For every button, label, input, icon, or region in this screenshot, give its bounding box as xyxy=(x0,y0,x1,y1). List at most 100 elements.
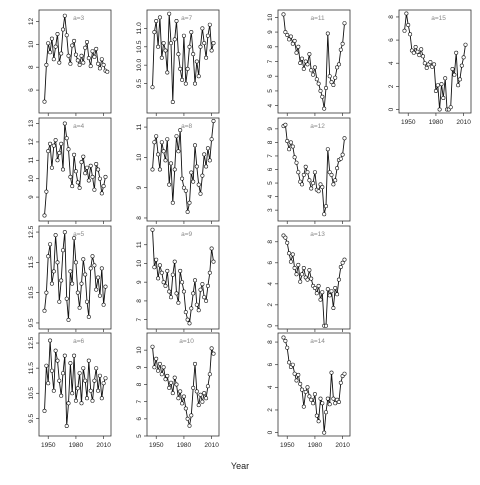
data-point xyxy=(333,75,338,80)
data-point xyxy=(85,165,90,170)
y-tick-label: 10 xyxy=(28,40,35,48)
data-point xyxy=(283,235,288,240)
data-point xyxy=(448,105,453,110)
y-tick-label: 8 xyxy=(267,240,274,244)
y-tick-label: 8 xyxy=(267,340,274,344)
data-point xyxy=(59,278,64,283)
series-line xyxy=(152,229,214,325)
panel-label: a=15 xyxy=(431,15,446,22)
y-tick-label: 10.0 xyxy=(136,58,143,71)
y-tick-label: 10.5 xyxy=(28,286,35,299)
data-point xyxy=(318,88,323,93)
panel-a8: 8 9 10 11 a=8 xyxy=(136,117,220,224)
y-tick-label: 6 xyxy=(267,261,274,265)
data-point xyxy=(296,372,301,377)
data-point xyxy=(207,372,212,377)
data-point xyxy=(96,388,101,393)
data-point xyxy=(303,389,308,394)
data-point xyxy=(211,119,216,124)
panel-frame xyxy=(277,117,351,222)
data-point xyxy=(172,259,177,264)
data-point xyxy=(207,270,212,275)
series-line xyxy=(283,337,345,433)
data-point xyxy=(170,272,175,277)
y-tick-label: 12.5 xyxy=(28,225,35,238)
data-point xyxy=(342,136,347,141)
data-point xyxy=(296,262,301,267)
data-point xyxy=(68,174,73,179)
data-point xyxy=(97,373,102,378)
data-point xyxy=(342,257,347,262)
data-point xyxy=(81,60,86,65)
y-tick-label: 7 xyxy=(136,399,143,403)
panel-label: a=4 xyxy=(73,123,84,130)
data-point xyxy=(97,66,102,71)
data-point xyxy=(75,58,80,63)
x-tick-label: 2010 xyxy=(456,119,471,126)
data-point xyxy=(459,63,464,68)
data-point xyxy=(165,268,170,273)
data-point xyxy=(152,265,157,270)
data-point xyxy=(311,72,316,77)
data-point xyxy=(329,172,334,177)
data-point xyxy=(72,38,77,43)
data-point xyxy=(292,155,297,160)
data-point xyxy=(325,31,330,36)
data-point xyxy=(51,57,56,62)
panel-a3: 6 8 10 12 a=3 xyxy=(28,9,112,116)
panel-label: a=12 xyxy=(310,123,325,130)
y-tick-label: 8 xyxy=(388,15,395,19)
data-point xyxy=(420,54,425,59)
data-point xyxy=(152,140,157,145)
data-point xyxy=(94,366,99,371)
data-point xyxy=(187,44,192,49)
series-line xyxy=(283,124,345,215)
data-point xyxy=(49,281,54,286)
data-point xyxy=(75,180,80,185)
panel-label: a=6 xyxy=(73,338,84,345)
data-point xyxy=(309,276,314,281)
data-point xyxy=(461,55,466,60)
data-point xyxy=(450,67,455,72)
data-point xyxy=(290,252,295,257)
data-point xyxy=(94,162,99,167)
data-point xyxy=(152,365,157,370)
y-tick-label: 10.5 xyxy=(28,387,35,400)
y-tick-label: 2 xyxy=(267,408,274,412)
data-point xyxy=(290,41,295,46)
data-point xyxy=(441,96,446,101)
data-point xyxy=(57,299,62,304)
y-tick-label: 10 xyxy=(136,346,143,354)
data-point xyxy=(408,32,413,37)
data-point xyxy=(150,344,155,349)
y-tick-label: 6 xyxy=(267,74,274,78)
series-line xyxy=(283,235,345,327)
data-point xyxy=(83,378,88,383)
y-tick-label: 0 xyxy=(267,430,274,434)
data-point xyxy=(402,28,407,33)
data-point xyxy=(101,184,106,189)
data-point xyxy=(86,358,91,363)
data-point xyxy=(163,377,168,382)
data-point xyxy=(53,348,58,353)
data-point xyxy=(185,317,190,322)
data-point xyxy=(92,54,97,59)
data-point xyxy=(66,401,71,406)
data-point xyxy=(294,272,299,277)
data-point xyxy=(309,397,314,402)
panel-frame xyxy=(146,9,220,114)
panel-frame xyxy=(277,332,351,437)
data-point xyxy=(154,356,159,361)
data-point xyxy=(312,65,317,70)
data-point xyxy=(150,167,155,172)
data-point xyxy=(333,401,338,406)
data-point xyxy=(183,310,188,315)
data-point xyxy=(198,392,203,397)
data-point xyxy=(314,291,319,296)
data-point xyxy=(159,270,164,275)
data-point xyxy=(59,51,64,56)
y-tick-label: 3 xyxy=(267,208,274,212)
data-point xyxy=(101,62,106,67)
data-point xyxy=(196,74,201,79)
data-point xyxy=(60,167,65,172)
